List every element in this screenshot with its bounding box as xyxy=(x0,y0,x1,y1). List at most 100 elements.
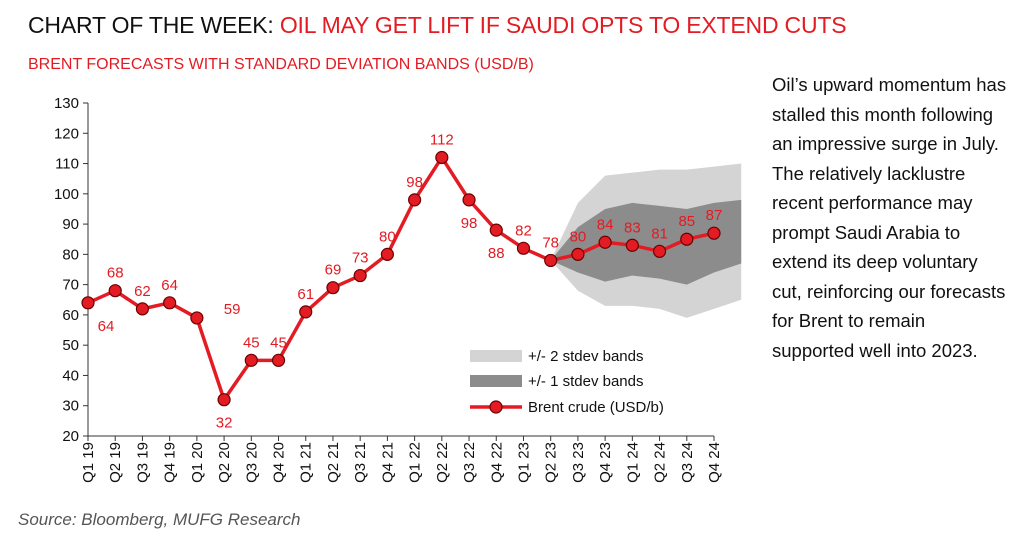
brent-point xyxy=(489,223,503,237)
brent-point xyxy=(108,284,122,298)
x-tick-label: Q4 24 xyxy=(706,442,723,483)
brent-point xyxy=(163,296,177,310)
title-prefix: CHART OF THE WEEK: xyxy=(28,12,274,38)
y-tick-label: 30 xyxy=(62,398,79,415)
y-tick-label: 20 xyxy=(62,428,79,445)
brent-data-label: 83 xyxy=(624,219,641,236)
brent-series xyxy=(81,150,721,407)
brent-data-label-extra: 59 xyxy=(224,301,241,318)
band-1-stdev xyxy=(550,199,742,285)
commentary-text: Oil’s upward momentum has stalled this m… xyxy=(772,74,1007,361)
brent-data-label: 69 xyxy=(325,262,342,279)
x-tick-label: Q1 21 xyxy=(298,442,315,483)
legend-label: Brent crude (USD/b) xyxy=(528,399,664,416)
chart-subtitle: BRENT FORECASTS WITH STANDARD DEVIATION … xyxy=(28,56,534,73)
y-tick-label: 60 xyxy=(62,307,79,324)
brent-point xyxy=(353,268,367,283)
brent-point xyxy=(435,150,449,165)
brent-data-label: 62 xyxy=(134,283,151,300)
x-tick-label: Q1 23 xyxy=(515,442,532,483)
brent-point xyxy=(516,241,531,255)
legend-label: +/- 1 stdev bands xyxy=(528,373,644,390)
x-tick-label: Q4 19 xyxy=(162,442,179,483)
legend-swatch-2-stdev xyxy=(470,350,522,362)
brent-point xyxy=(135,302,150,316)
x-tick-label: Q2 24 xyxy=(652,442,669,483)
x-tick-label: Q3 23 xyxy=(570,442,587,483)
x-tick-label: Q2 19 xyxy=(107,442,124,483)
brent-data-label: 85 xyxy=(678,213,695,230)
x-tick-label: Q3 20 xyxy=(243,442,260,483)
legend-swatch-marker xyxy=(489,400,503,414)
legend-swatch-1-stdev xyxy=(470,375,522,387)
brent-point xyxy=(380,247,394,261)
y-tick-label: 120 xyxy=(54,125,79,142)
brent-point xyxy=(244,353,258,367)
brent-point xyxy=(190,311,204,325)
x-tick-label: Q1 22 xyxy=(407,442,424,483)
brent-data-label: 81 xyxy=(651,225,668,242)
y-tick-label: 70 xyxy=(62,277,79,294)
brent-data-label: 61 xyxy=(297,286,314,303)
x-tick-label: Q4 23 xyxy=(597,442,614,483)
legend-label: +/- 2 stdev bands xyxy=(528,348,644,365)
brent-data-label: 73 xyxy=(352,250,369,267)
brent-data-label: 68 xyxy=(107,265,124,282)
x-tick-label: Q3 22 xyxy=(461,442,478,483)
x-tick-label: Q1 24 xyxy=(624,442,641,483)
y-tick-label: 130 xyxy=(54,95,79,112)
x-tick-label: Q1 19 xyxy=(80,442,97,483)
brent-data-label: 80 xyxy=(570,228,587,245)
y-tick-label: 80 xyxy=(62,246,79,263)
brent-point xyxy=(680,232,694,246)
brent-point xyxy=(408,193,422,207)
x-tick-label: Q3 19 xyxy=(134,442,151,483)
x-tick-label: Q2 22 xyxy=(434,442,451,483)
chart-title: CHART OF THE WEEK: OIL MAY GET LIFT IF S… xyxy=(28,12,847,39)
brent-data-label: 98 xyxy=(406,174,423,191)
brent-point xyxy=(462,193,476,207)
brent-point xyxy=(625,238,639,252)
x-tick-label: Q3 21 xyxy=(352,442,369,483)
brent-data-label: 88 xyxy=(488,245,505,262)
brent-point xyxy=(299,305,313,319)
brent-data-label: 84 xyxy=(597,216,614,233)
x-tick-label: Q3 24 xyxy=(679,442,696,483)
y-tick-label: 50 xyxy=(62,337,79,354)
brent-point xyxy=(707,226,721,240)
brent-point xyxy=(652,244,667,258)
x-tick-label: Q1 20 xyxy=(189,442,206,483)
source-note: Source: Bloomberg, MUFG Research xyxy=(18,510,301,529)
title-headline: OIL MAY GET LIFT IF SAUDI OPTS TO EXTEND… xyxy=(279,12,847,38)
x-tick-label: Q4 22 xyxy=(488,442,505,483)
x-tick-label: Q2 23 xyxy=(543,442,560,483)
brent-data-label: 64 xyxy=(161,277,178,294)
brent-point xyxy=(326,281,340,295)
brent-data-label: 45 xyxy=(243,334,260,351)
brent-data-label: 87 xyxy=(706,207,723,224)
stdev-bands xyxy=(550,163,742,318)
data-labels: 64 68 62 64 32 45 45 61 69 73 80 98 112 98 88 82 78 80 84 8… xyxy=(98,131,723,431)
x-tick-label: Q4 20 xyxy=(271,442,288,483)
brent-data-label: 80 xyxy=(379,228,396,245)
brent-point xyxy=(544,253,558,268)
brent-data-label: 112 xyxy=(430,131,454,148)
x-tick-label: Q4 21 xyxy=(379,442,396,483)
x-tick-label: Q2 21 xyxy=(325,442,342,483)
brent-data-label: 64 xyxy=(98,318,115,335)
x-tick-label: Q2 20 xyxy=(216,442,233,483)
chart-legend: +/- 2 stdev bands +/- 1 stdev bands Brent … xyxy=(470,348,664,416)
brent-data-label: 78 xyxy=(542,234,559,251)
brent-point xyxy=(571,247,585,261)
chart-axes: 20 30 40 50 60 70 80 90 100 110 120 130 Q1 19 Q2 19 Q3… xyxy=(54,95,723,483)
brent-data-label: 82 xyxy=(515,222,532,239)
y-tick-label: 90 xyxy=(62,216,79,233)
brent-point xyxy=(598,235,612,249)
brent-data-label: 32 xyxy=(216,415,233,432)
brent-data-label: 98 xyxy=(461,215,478,232)
brent-point xyxy=(271,353,286,367)
brent-point xyxy=(217,393,231,407)
y-tick-label: 100 xyxy=(54,186,79,203)
brent-point xyxy=(81,296,95,310)
